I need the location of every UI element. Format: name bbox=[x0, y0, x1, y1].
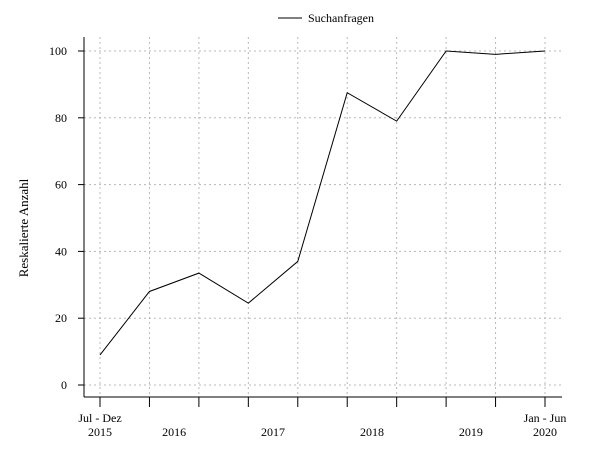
x-tick-label: 2019 bbox=[459, 425, 483, 439]
y-axis-title: Reskalierte Anzahl bbox=[16, 178, 31, 277]
series-layer bbox=[99, 50, 546, 356]
x-tick-label: 2018 bbox=[360, 425, 384, 439]
y-tick-label: 40 bbox=[55, 244, 67, 258]
series-line-0 bbox=[99, 50, 546, 356]
y-tick-label: 60 bbox=[55, 178, 67, 192]
x-tick-label: 2017 bbox=[261, 425, 285, 439]
x-tick-label: Jul - Dez bbox=[78, 411, 121, 425]
y-tick-label: 80 bbox=[55, 111, 67, 125]
x-tick-label: 2020 bbox=[533, 425, 557, 439]
x-tick-label: Jan - Jun bbox=[524, 411, 567, 425]
x-tick-label: 2015 bbox=[88, 425, 112, 439]
grid bbox=[84, 37, 562, 397]
y-tick-label: 20 bbox=[55, 311, 67, 325]
axes bbox=[78, 37, 562, 407]
y-tick-label: 100 bbox=[49, 44, 67, 58]
y-tick-label: 0 bbox=[61, 378, 67, 392]
legend: Suchanfragen bbox=[278, 11, 374, 25]
x-tick-label: 2016 bbox=[162, 425, 186, 439]
legend-label: Suchanfragen bbox=[308, 11, 374, 25]
